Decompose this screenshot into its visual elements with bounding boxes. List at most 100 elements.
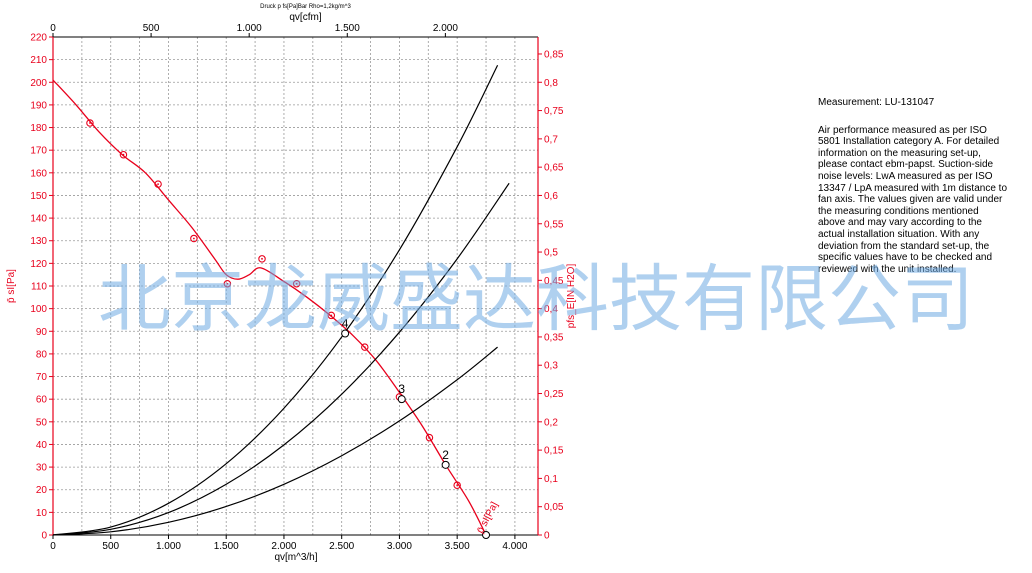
fan-curve-marker-dot xyxy=(428,436,431,439)
y-left-tick-label: 10 xyxy=(36,508,48,519)
y-right-tick-label: 0,3 xyxy=(544,361,558,372)
y-right-tick-label: 0,05 xyxy=(544,502,564,513)
y-left-tick-label: 0 xyxy=(41,531,47,542)
y-left-tick-label: 40 xyxy=(36,440,48,451)
operating-point-label: 4 xyxy=(342,317,349,331)
x-tick-label: 2.500 xyxy=(329,541,354,552)
fan-curve-marker-dot xyxy=(157,183,159,186)
series-layer xyxy=(52,65,510,536)
x-tick-label: 3.000 xyxy=(387,541,412,552)
fan-curve-marker-dot xyxy=(261,257,263,260)
fan-curve-marker-dot xyxy=(122,153,125,156)
x-tick-label: 500 xyxy=(102,541,119,552)
x-tick-label: 4.000 xyxy=(502,541,527,552)
operating-points: 4 3 2 xyxy=(341,317,491,539)
measurement-id: Measurement: LU-131047 xyxy=(818,97,935,108)
fan-curve-marker xyxy=(453,481,461,489)
operating-point-marker xyxy=(441,460,450,469)
y-right-tick-label: 0,85 xyxy=(544,49,564,60)
y-left-tick-label: 190 xyxy=(30,100,47,111)
x-tick-label: 0 xyxy=(50,541,56,552)
y-left-tick-label: 50 xyxy=(36,417,48,428)
y-left-tick-label: 80 xyxy=(36,349,48,360)
operating-point-label: 2 xyxy=(442,448,449,462)
operating-point-marker xyxy=(482,531,491,539)
system-resistance-curve xyxy=(52,182,510,536)
axes xyxy=(49,33,542,539)
y-right-tick-label: 0,45 xyxy=(544,276,564,287)
y-right-tick-label: 0,8 xyxy=(544,78,558,89)
fan-curve-marker xyxy=(223,279,232,288)
y-left-tick-label: 180 xyxy=(30,123,47,134)
y-left-tick-label: 20 xyxy=(36,485,48,496)
y-left-tick-label: 140 xyxy=(30,214,47,225)
fan-curve-marker xyxy=(361,343,369,351)
y-right-tick-label: 0,75 xyxy=(544,106,564,117)
y-left-tick-label: 220 xyxy=(30,33,47,44)
y-right-tick-label: 0 xyxy=(544,531,550,542)
y-right-tick-label: 0,7 xyxy=(544,134,558,145)
operating-point-marker xyxy=(397,395,406,404)
y-right-tick-label: 0,5 xyxy=(544,248,558,259)
fan-curve-marker xyxy=(119,150,128,159)
y-right-tick-label: 0,1 xyxy=(544,474,558,485)
y-left-tick-label: 110 xyxy=(31,282,47,293)
y-left-tick-label: 210 xyxy=(30,55,47,66)
y-right-tick-label: 0,4 xyxy=(544,304,558,315)
x-top-axis-title: qv[cfm] xyxy=(289,12,321,23)
fan-curve-marker xyxy=(292,279,301,288)
fan-curve-marker-dot xyxy=(89,122,91,124)
y-right-axis-title: pfs_E[IN H2O] xyxy=(566,264,577,329)
y-right-tick-label: 0,6 xyxy=(544,191,558,202)
y-left-axis-title: p̄ sI[Pa] xyxy=(6,269,17,303)
fan-curve-line xyxy=(52,79,487,536)
operating-point-label: 3 xyxy=(398,382,405,396)
fan-curve-marker xyxy=(154,180,162,188)
x-top-tick-label: 1.000 xyxy=(237,23,262,34)
fan-curve-marker xyxy=(258,255,266,263)
y-left-tick-label: 130 xyxy=(30,236,47,247)
y-left-tick-label: 150 xyxy=(30,191,47,202)
fan-curve-marker-dot xyxy=(330,314,333,317)
fan-curve-label: p̄ sI[Pa] xyxy=(475,500,501,535)
x-top-tick-label: 0 xyxy=(50,23,56,34)
fan-curve-marker-dot xyxy=(226,282,229,285)
y-left-tick-label: 90 xyxy=(36,327,48,338)
system-resistance-curve xyxy=(52,346,498,536)
x-axis-title: qv[m^3/h] xyxy=(274,552,317,563)
system-resistance-curve xyxy=(52,65,499,536)
operating-point-marker xyxy=(341,329,350,338)
x-tick-label: 3.500 xyxy=(445,541,470,552)
axis-labels: 0102030405060708090100110120130140150160… xyxy=(6,4,577,563)
y-left-tick-label: 200 xyxy=(30,78,47,89)
fan-curve-marker-dot xyxy=(456,484,459,487)
y-left-tick-label: 60 xyxy=(36,395,48,406)
y-right-tick-label: 0,15 xyxy=(544,446,564,457)
x-tick-label: 1.500 xyxy=(214,541,239,552)
x-tick-label: 1.000 xyxy=(156,541,181,552)
x-tick-label: 2.000 xyxy=(271,541,296,552)
chart-header-small: Druck p fs[Pa]Bar Rho=1,2kg/m^3 xyxy=(260,4,351,10)
y-right-tick-label: 0,25 xyxy=(544,389,564,400)
x-top-tick-label: 500 xyxy=(143,23,160,34)
x-top-tick-label: 2.000 xyxy=(433,23,458,34)
fan-curve-marker-dot xyxy=(363,346,366,349)
measurement-description: Air performance measured as per ISO 5801… xyxy=(818,124,1008,275)
fan-curve-marker xyxy=(327,311,336,320)
y-left-tick-label: 30 xyxy=(36,463,48,474)
y-left-tick-label: 100 xyxy=(30,304,47,315)
x-top-tick-label: 1.500 xyxy=(335,23,360,34)
y-left-tick-label: 160 xyxy=(30,168,47,179)
fan-curve-marker xyxy=(425,433,434,442)
y-left-tick-label: 170 xyxy=(30,146,47,157)
grid-lines xyxy=(53,36,538,535)
y-right-tick-label: 0,35 xyxy=(544,332,564,343)
y-right-tick-label: 0,55 xyxy=(544,219,564,230)
measurement-info-panel: Measurement: LU-131047 Air performance m… xyxy=(818,97,1008,275)
fan-curve-marker xyxy=(190,234,198,243)
fan-curve-marker xyxy=(86,119,94,127)
y-right-tick-label: 0,65 xyxy=(544,163,564,174)
y-left-tick-label: 120 xyxy=(30,259,47,270)
y-right-tick-label: 0,2 xyxy=(544,417,558,428)
